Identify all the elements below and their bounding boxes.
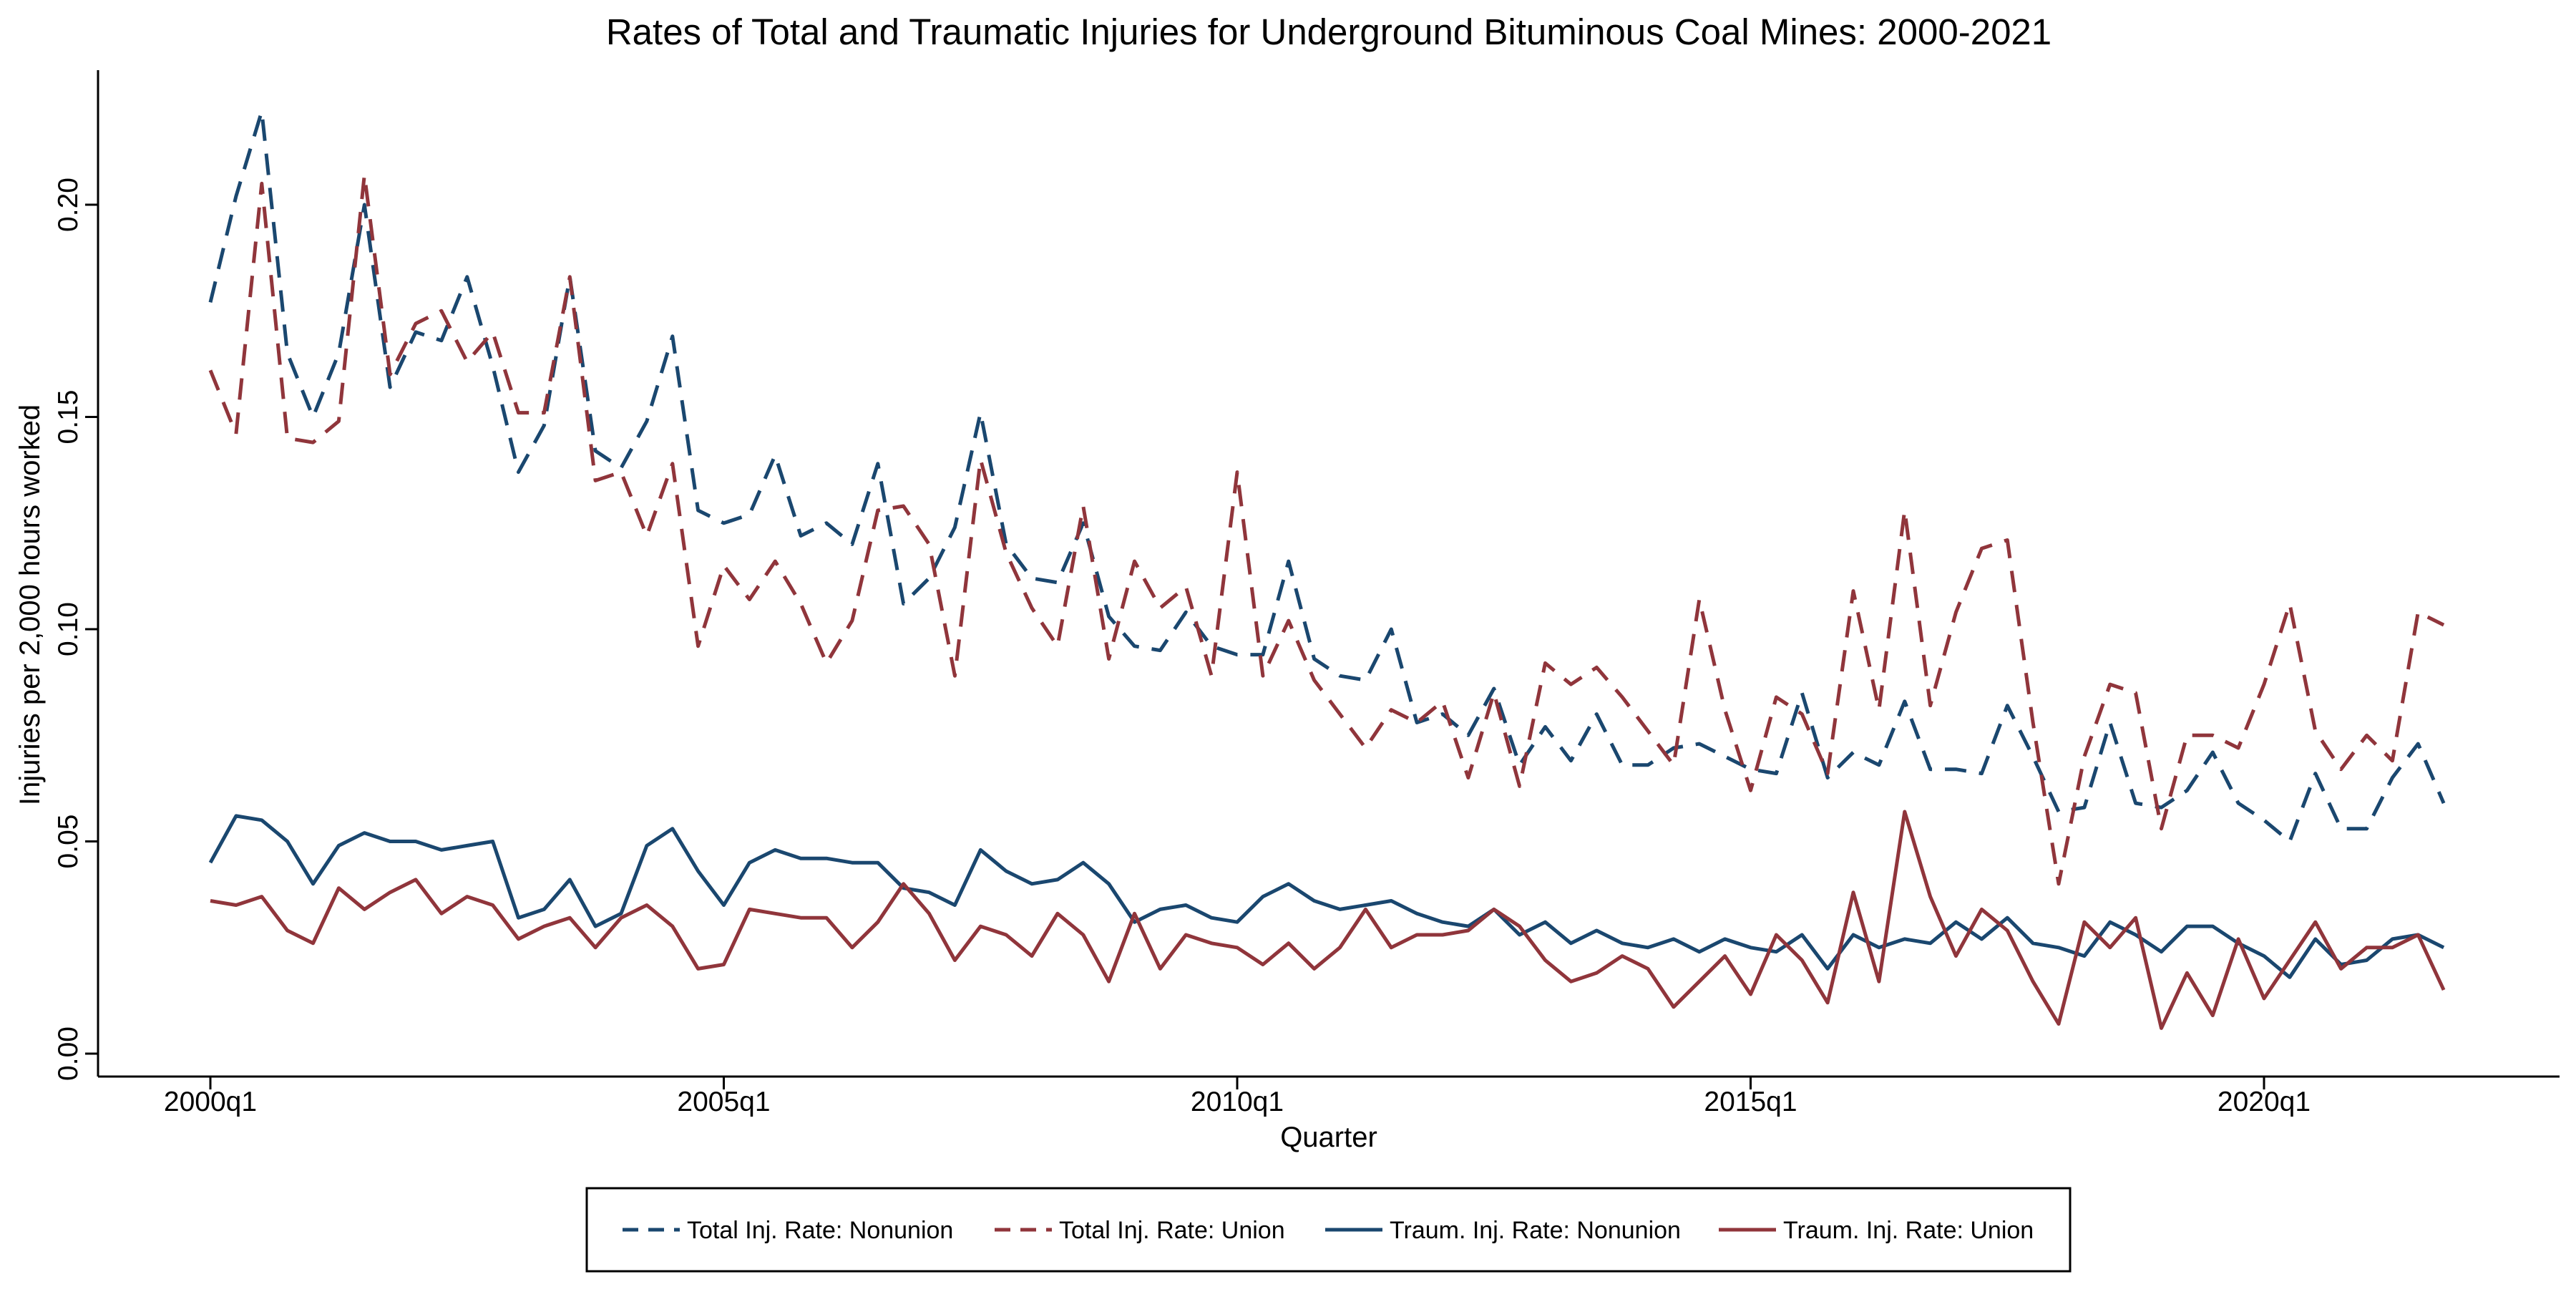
x-ticks: 2000q1 2005q1 2010q1 2015q1 2020q1 [164,1077,2311,1117]
legend: Total Inj. Rate: Nonunion Total Inj. Rate… [585,1187,2072,1273]
x-tick-label: 2000q1 [164,1087,257,1117]
series-line-1 [208,173,2445,886]
y-tick-label: 0.15 [53,390,84,445]
legend-label: Total Inj. Rate: Union [1059,1217,1285,1244]
y-tick-label: 0.10 [53,602,84,656]
x-tick-label: 2010q1 [1191,1087,1284,1117]
legend-label: Traum. Inj. Rate: Union [1783,1217,2034,1244]
series-line-2 [208,814,2445,979]
series-line-0 [208,110,2446,843]
x-axis-label: Quarter [1280,1122,1377,1153]
legend-label: Total Inj. Rate: Nonunion [687,1217,953,1244]
x-tick-label: 2020q1 [2218,1087,2311,1117]
y-tick-label: 0.20 [53,178,84,232]
y-axis-label: Injuries per 2,000 hours worked [14,404,46,805]
legend-label: Traum. Inj. Rate: Nonunion [1390,1217,1681,1244]
y-tick-label: 0.05 [53,815,84,869]
axes [97,70,2560,1078]
legend-items: Total Inj. Rate: Nonunion Total Inj. Rate… [623,1217,2034,1244]
x-tick-label: 2015q1 [1704,1087,1797,1117]
y-tick-label: 0.00 [53,1026,84,1081]
series-lines [208,110,2446,1030]
x-tick-label: 2005q1 [677,1087,770,1117]
y-ticks: 0.00 0.05 0.10 0.15 0.20 [53,178,98,1081]
series-line-3 [210,810,2446,1030]
chart-title: Rates of Total and Traumatic Injuries fo… [606,11,2051,52]
